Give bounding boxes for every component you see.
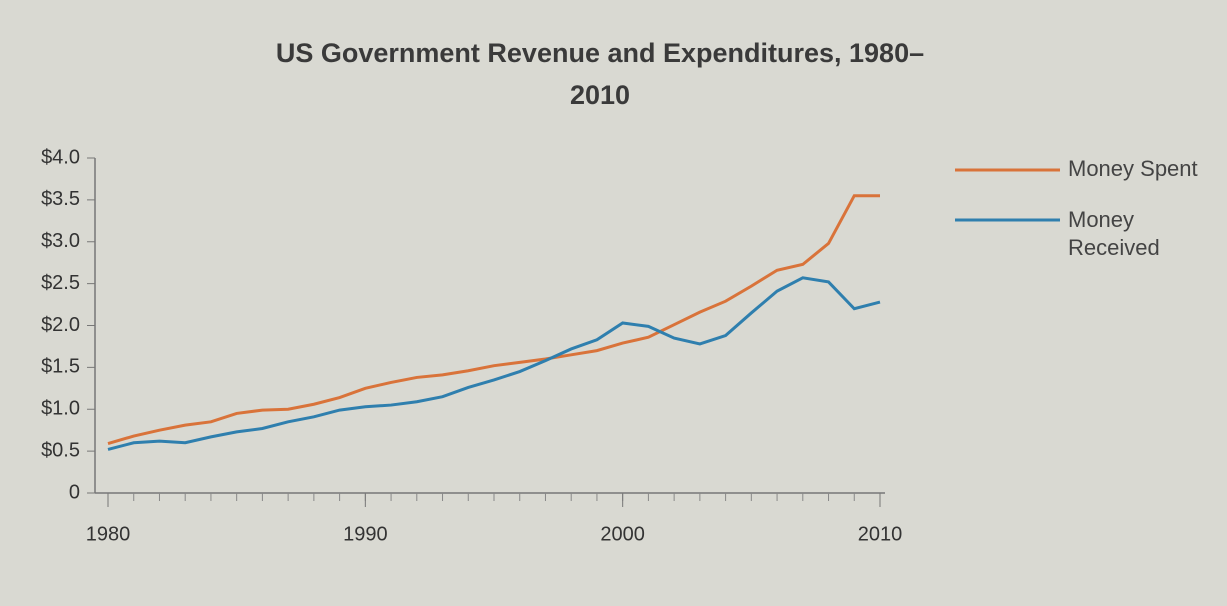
x-tick-label: 1990 <box>343 523 388 545</box>
y-tick-label: $2.0 <box>41 314 80 336</box>
y-tick-label: $3.0 <box>41 230 80 252</box>
y-tick-label: $0.5 <box>41 439 80 461</box>
x-tick-label: 2000 <box>600 523 645 545</box>
x-tick-label: 1980 <box>86 523 131 545</box>
y-tick-label: $2.5 <box>41 272 80 294</box>
y-tick-label: $4.0 <box>41 146 80 168</box>
legend-label: Money Spent <box>1068 156 1198 181</box>
legend-label: Money Received <box>1068 207 1160 260</box>
y-tick-label: 0 <box>69 481 80 503</box>
data-line <box>107 194 880 446</box>
chart-title: US Government Revenue and Expenditures, … <box>275 38 925 110</box>
y-tick-label: $1.5 <box>41 356 80 378</box>
x-tick-label: 2010 <box>858 523 903 545</box>
data-line <box>107 276 881 451</box>
y-tick-label: $1.0 <box>41 398 80 420</box>
y-tick-label: $3.5 <box>41 188 80 210</box>
